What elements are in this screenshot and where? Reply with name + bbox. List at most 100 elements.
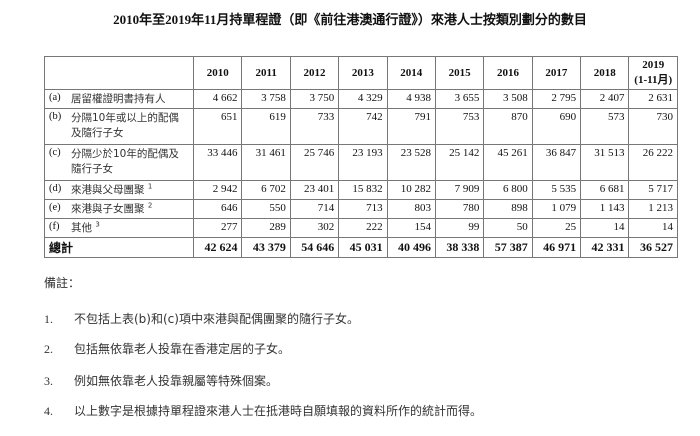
row-label-value: 來港與父母團聚 xyxy=(71,184,145,196)
table-cell: 3 655 xyxy=(434,89,485,109)
table-cell: 50 xyxy=(483,218,533,238)
note-item: 1. 不包括上表(b)和(c)項中來港與配偶團聚的隨行子女。 xyxy=(44,310,359,327)
column-header: 2011 xyxy=(241,56,291,90)
table-cell: 14 xyxy=(628,218,678,238)
table-cell: 4 662 xyxy=(193,89,243,109)
table-cell: 26 222 xyxy=(628,144,678,181)
table-cell: 25 xyxy=(531,218,582,238)
table-cell: 2 407 xyxy=(580,89,630,109)
table-row: (f) 其他 3 277 289 302 222 154 99 50 25 14 14 xyxy=(43,218,678,238)
note-text: 包括無依靠老人投靠在香港定居的子女。 xyxy=(74,342,291,356)
table-cell: 45 261 xyxy=(483,144,533,181)
table-cell: 289 xyxy=(241,218,291,238)
column-header: 2016 xyxy=(483,56,533,90)
total-cell: 36 527 xyxy=(628,237,678,258)
row-label-text: 居留權證明書持有人 xyxy=(71,91,186,106)
table-cell: 1 079 xyxy=(531,199,582,219)
table-cell: 25 142 xyxy=(434,144,485,181)
table-cell: 222 xyxy=(338,218,388,238)
table-row: (d) 來港與父母團聚 1 2 942 6 702 23 401 15 832 10 282… xyxy=(43,180,678,200)
table-cell: 3 758 xyxy=(241,89,291,109)
footnote-ref: 2 xyxy=(147,201,153,210)
table-cell: 753 xyxy=(434,108,485,145)
table-cell: 277 xyxy=(193,218,243,238)
row-label: (a) 居留權證明書持有人 xyxy=(43,89,195,109)
total-cell: 38 338 xyxy=(434,237,485,258)
row-label: (e) 來港與子女團聚 2 xyxy=(43,199,195,219)
note-number: 3. xyxy=(44,374,53,388)
row-key: (b) xyxy=(49,111,62,122)
column-header: 2014 xyxy=(386,56,436,90)
table-cell: 6 800 xyxy=(483,180,533,200)
row-key: (e) xyxy=(49,202,61,213)
table-cell: 23 528 xyxy=(386,144,436,181)
row-key: (a) xyxy=(49,92,61,103)
column-header: 2010 xyxy=(193,56,243,90)
row-label-text: 分隔少於10年的配偶及隨行子女 xyxy=(71,146,186,176)
row-label-text: 來港與子女團聚 2 xyxy=(71,201,186,216)
table-cell: 714 xyxy=(289,199,340,219)
total-cell: 43 379 xyxy=(241,237,291,258)
table-cell: 25 746 xyxy=(289,144,340,181)
table-cell: 5 717 xyxy=(628,180,678,200)
column-header: 2015 xyxy=(434,56,485,90)
table-cell: 7 909 xyxy=(434,180,485,200)
note-number: 2. xyxy=(44,342,53,356)
table-cell: 4 329 xyxy=(338,89,388,109)
row-label: (b) 分隔10年或以上的配偶及隨行子女 xyxy=(43,108,195,145)
note-number: 1. xyxy=(44,312,53,326)
table-row: (a) 居留權證明書持有人 4 662 3 758 3 750 4 329 4 938 3 6… xyxy=(43,89,678,109)
column-header: 2017 xyxy=(531,56,582,90)
table-cell: 23 401 xyxy=(289,180,340,200)
total-cell: 45 031 xyxy=(338,237,388,258)
note-item: 4. 以上數字是根據持單程證來港人士在抵港時自願填報的資料所作的統計而得。 xyxy=(44,402,482,419)
row-label: (c) 分隔少於10年的配偶及隨行子女 xyxy=(43,144,195,181)
table-cell: 651 xyxy=(193,108,243,145)
total-cell: 46 971 xyxy=(531,237,582,258)
table-cell: 742 xyxy=(338,108,388,145)
row-label-value: 分隔10年或以上的配偶及隨行子女 xyxy=(71,112,179,139)
table-cell: 791 xyxy=(386,108,436,145)
total-label: 總計 xyxy=(43,237,195,258)
table-cell: 2 942 xyxy=(193,180,243,200)
row-label-text: 分隔10年或以上的配偶及隨行子女 xyxy=(71,110,186,140)
row-key: (d) xyxy=(49,183,62,194)
table-cell: 154 xyxy=(386,218,436,238)
table-cell: 733 xyxy=(289,108,340,145)
table-row: (c) 分隔少於10年的配偶及隨行子女 33 446 31 461 25 746 23 1… xyxy=(43,144,678,181)
table-cell: 619 xyxy=(241,108,291,145)
table-cell: 6 702 xyxy=(241,180,291,200)
note-item: 2. 包括無依靠老人投靠在香港定居的子女。 xyxy=(44,340,290,357)
row-label: (f) 其他 3 xyxy=(43,218,195,238)
row-label: (d) 來港與父母團聚 1 xyxy=(43,180,195,200)
notes-heading: 備註： xyxy=(44,276,81,290)
table-cell: 5 535 xyxy=(531,180,582,200)
total-cell: 42 331 xyxy=(580,237,630,258)
column-header: 2013 xyxy=(338,56,388,90)
total-cell: 57 387 xyxy=(483,237,533,258)
table-cell: 14 xyxy=(580,218,630,238)
table-cell: 646 xyxy=(193,199,243,219)
table-cell: 803 xyxy=(386,199,436,219)
row-label-value: 分隔少於10年的配偶及隨行子女 xyxy=(71,148,179,175)
table-cell: 4 938 xyxy=(386,89,436,109)
table-cell: 870 xyxy=(483,108,533,145)
note-item: 3. 例如無依靠老人投靠親屬等特殊個案。 xyxy=(44,372,278,389)
note-text: 以上數字是根據持單程證來港人士在抵港時自願填報的資料所作的統計而得。 xyxy=(74,404,483,418)
table-row: (b) 分隔10年或以上的配偶及隨行子女 651 619 733 742 791 753 870… xyxy=(43,108,678,145)
total-cell: 54 646 xyxy=(289,237,340,258)
row-key: (c) xyxy=(49,147,61,158)
column-header: 2012 xyxy=(289,56,340,90)
table-cell: 33 446 xyxy=(193,144,243,181)
table-cell: 550 xyxy=(241,199,291,219)
table-cell: 573 xyxy=(580,108,630,145)
table-cell: 690 xyxy=(531,108,582,145)
table-cell: 2 795 xyxy=(531,89,582,109)
note-text: 例如無依靠老人投靠親屬等特殊個案。 xyxy=(74,374,279,388)
total-cell: 42 624 xyxy=(193,237,243,258)
table-cell: 302 xyxy=(289,218,340,238)
column-header: 2019 (1-11月) xyxy=(628,56,678,90)
total-cell: 40 496 xyxy=(386,237,436,258)
header-blank xyxy=(43,56,195,90)
table-cell: 713 xyxy=(338,199,388,219)
